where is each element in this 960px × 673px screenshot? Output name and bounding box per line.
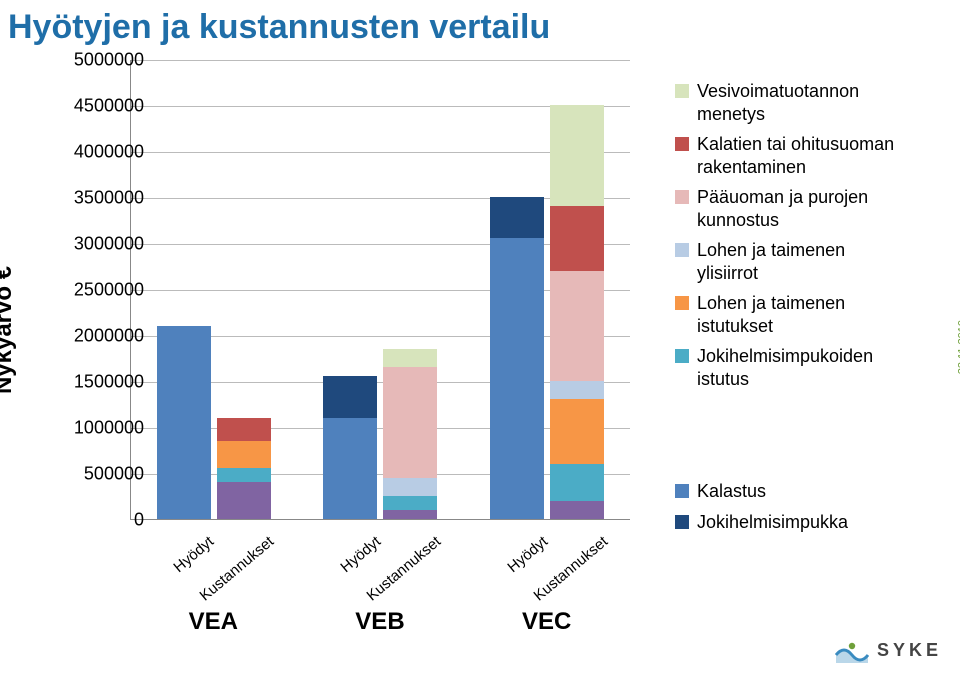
bar-hyodyt [157, 326, 211, 519]
legend-swatch [675, 243, 689, 257]
ytick-label: 2000000 [54, 326, 144, 347]
bar-hyodyt [490, 197, 544, 519]
bar-segment [157, 326, 211, 519]
bar-segment [323, 418, 377, 519]
legend-swatch [675, 484, 689, 498]
bar-segment [490, 197, 544, 238]
ytick-label: 4500000 [54, 96, 144, 117]
bar-group [157, 326, 271, 519]
bar-kustannukset [217, 418, 271, 519]
page-title: Hyötyjen ja kustannusten vertailu [0, 0, 960, 47]
bar-segment [217, 482, 271, 519]
ytick-label: 3000000 [54, 234, 144, 255]
bar-segment [550, 271, 604, 381]
legend-label: Lohen ja taimenen istutukset [697, 292, 900, 337]
bar-hyodyt [323, 376, 377, 519]
ytick-label: 2500000 [54, 280, 144, 301]
legend-label: Pääuoman ja purojen kunnostus [697, 186, 900, 231]
xtick-label: Hyödyt [504, 533, 551, 576]
ytick-label: 1000000 [54, 418, 144, 439]
bar-segment [550, 399, 604, 463]
legend-label: Jokihelmisimpukka [697, 511, 848, 534]
bar-segment [217, 418, 271, 441]
bar-segment [550, 206, 604, 270]
legend-swatch [675, 137, 689, 151]
ytick-label: 0 [54, 510, 144, 531]
category-label: VEC [487, 608, 607, 636]
bar-segment [550, 105, 604, 206]
date-stamp: 23.11.2010 [956, 320, 960, 374]
logo-text: SYKE [877, 640, 942, 661]
legend-label: Jokihelmisimpukoiden istutus [697, 345, 900, 390]
bar-segment [383, 367, 437, 477]
ytick-label: 4000000 [54, 142, 144, 163]
legend-item: Lohen ja taimenen istutukset [675, 292, 900, 337]
bar-group [490, 105, 604, 519]
category-label: VEA [153, 608, 273, 636]
legend-swatch [675, 515, 689, 529]
legend-label: Lohen ja taimenen ylisiirrot [697, 239, 900, 284]
ytick-label: 500000 [54, 464, 144, 485]
legend-item: Jokihelmisimpukoiden istutus [675, 345, 900, 390]
xtick-label: Hyödyt [171, 533, 218, 576]
plot-area [130, 60, 630, 520]
legend-swatch [675, 190, 689, 204]
legend-item: Jokihelmisimpukka [675, 511, 900, 534]
bar-segment [550, 501, 604, 519]
x-axis-labels: HyödytKustannuksetVEAHyödytKustannuksetV… [130, 522, 630, 602]
legend-label: Kalatien tai ohitusuoman rakentaminen [697, 133, 900, 178]
bar-segment [383, 510, 437, 519]
logo: SYKE [835, 637, 942, 663]
bar-segment [383, 349, 437, 367]
ytick-label: 1500000 [54, 372, 144, 393]
bar-kustannukset [383, 349, 437, 519]
bar-segment [550, 381, 604, 399]
bar-segment [383, 496, 437, 510]
legend-swatch [675, 349, 689, 363]
legend-item: Vesivoimatuotannon menetys [675, 80, 900, 125]
bar-segment [217, 441, 271, 469]
legend-costs: Vesivoimatuotannon menetys Kalatien tai o… [675, 80, 900, 398]
ytick-label: 5000000 [54, 50, 144, 71]
bar-group [323, 349, 437, 519]
bar-segment [217, 468, 271, 482]
legend-benefits: Kalastus Jokihelmisimpukka [675, 480, 900, 541]
legend-label: Vesivoimatuotannon menetys [697, 80, 900, 125]
legend-swatch [675, 84, 689, 98]
ytick-label: 3500000 [54, 188, 144, 209]
bar-kustannukset [550, 105, 604, 519]
syke-logo-icon [835, 637, 869, 663]
xtick-label: Hyödyt [337, 533, 384, 576]
category-label: VEB [320, 608, 440, 636]
bar-segment [383, 478, 437, 496]
y-axis-label: Nykyarvo € [0, 266, 18, 394]
legend-item: Lohen ja taimenen ylisiirrot [675, 239, 900, 284]
legend-item: Kalastus [675, 480, 900, 503]
legend-item: Kalatien tai ohitusuoman rakentaminen [675, 133, 900, 178]
legend-label: Kalastus [697, 480, 766, 503]
bar-segment [550, 464, 604, 501]
bar-segment [490, 238, 544, 519]
legend-item: Pääuoman ja purojen kunnostus [675, 186, 900, 231]
legend-swatch [675, 296, 689, 310]
bar-segment [323, 376, 377, 417]
chart-container: Nykyarvo € HyödytKustannuksetVEAHyödytKu… [10, 60, 650, 600]
